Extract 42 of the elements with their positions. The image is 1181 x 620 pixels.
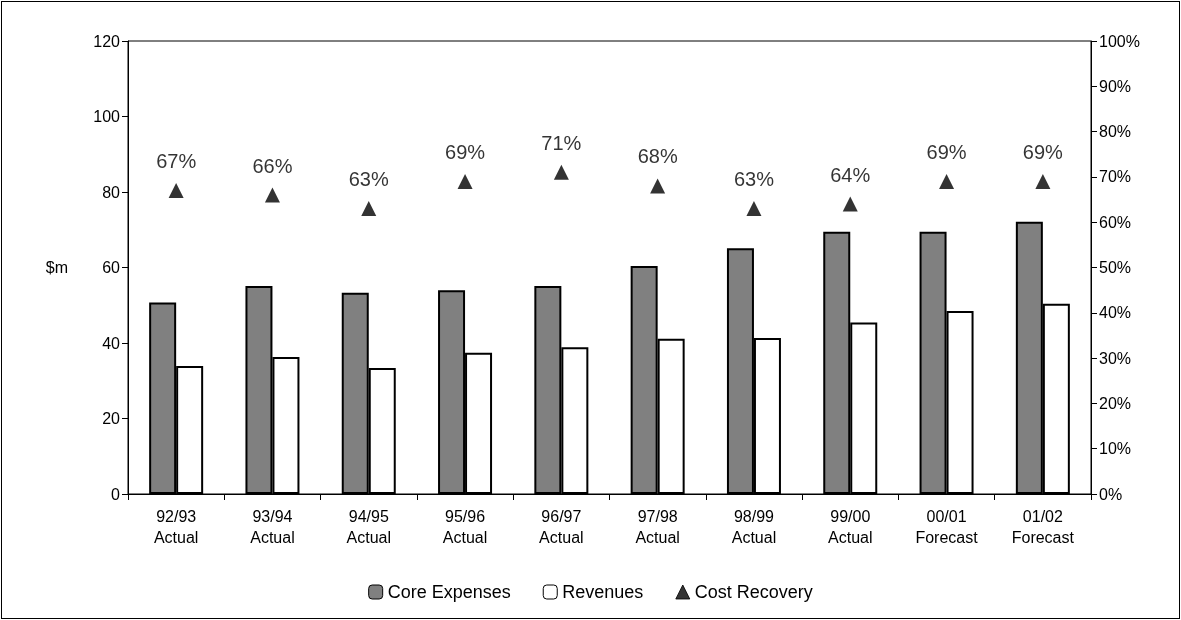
data-label: 69% [1022,140,1064,163]
y2-tick-label: 100% [1099,32,1140,50]
y2-tick-label: 40% [1099,304,1132,322]
y2-tick-label: 30% [1099,349,1132,367]
y2-tick-label: 0% [1099,485,1123,503]
legend-label: Cost Recovery [694,582,813,602]
y-tick-label: 80 [102,183,121,201]
data-label: 63% [733,168,775,191]
x-tick-label: 92/93 Actual [153,508,199,546]
data-label: 68% [637,145,678,168]
x-tick-label: 00/01 Forecast [915,508,979,546]
x-tick-label: 96/97 Actual [539,508,584,546]
y2-tick-label: 90% [1099,77,1132,95]
y2-tick-label: 20% [1099,394,1132,412]
data-label: 66% [252,154,293,177]
y-tick-label: 60 [102,259,121,276]
y-tick-label: 120 [93,32,121,50]
data-label: 63% [348,168,389,191]
y2-tick-label: 50% [1099,259,1132,276]
x-tick-label: 97/98 Actual [635,508,680,546]
legend-label: Revenues [562,582,644,602]
y2-tick-label: 10% [1099,440,1132,458]
x-tick-label: 99/00 Actual [828,508,873,546]
x-tick-label: 01/02 Forecast [1011,508,1075,546]
data-label: 67% [156,149,197,172]
x-tick-label: 94/95 Actual [346,508,391,546]
y-tick-label: 0 [111,485,121,503]
data-label: 71% [541,131,582,154]
y-axis-title: $m [45,259,68,276]
y2-tick-label: 70% [1099,168,1132,186]
data-label: 69% [926,140,967,163]
x-tick-label: 93/94 Actual [250,508,295,546]
y-tick-label: 100 [93,108,121,125]
y2-tick-label: 60% [1099,213,1132,231]
x-tick-label: 98/99 Actual [731,508,777,546]
data-label: 69% [445,140,486,163]
y2-tick-label: 80% [1099,123,1132,141]
legend-label: Core Expenses [387,582,511,602]
x-tick-label: 95/96 Actual [442,508,488,546]
y-tick-label: 40 [102,334,121,352]
y-tick-label: 20 [102,410,121,427]
data-label: 64% [830,163,871,186]
